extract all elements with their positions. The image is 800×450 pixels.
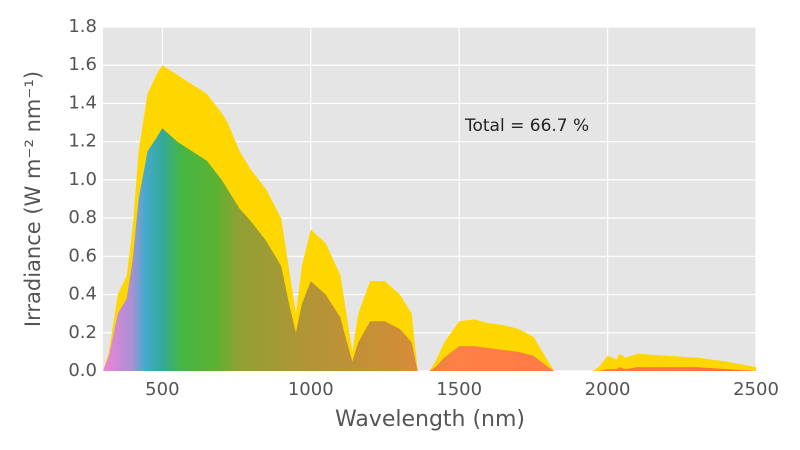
y-tick-label: 1.4 — [68, 92, 97, 113]
y-tick-label: 1.2 — [68, 131, 97, 152]
y-tick-label: 0.6 — [68, 245, 97, 266]
y-axis-label: Irradiance (W m⁻² nm⁻¹) — [21, 71, 45, 327]
y-tick-label: 0.8 — [68, 207, 97, 228]
y-tick-label: 0.0 — [68, 360, 97, 381]
y-tick-label: 0.4 — [68, 284, 97, 305]
x-axis-label: Wavelength (nm) — [335, 407, 525, 432]
x-tick-label: 1000 — [288, 379, 334, 400]
y-tick-label: 1.0 — [68, 169, 97, 190]
annotation: Total = 66.7 % — [464, 116, 589, 136]
x-tick-label: 2000 — [585, 379, 631, 400]
x-tick-label: 1500 — [436, 379, 482, 400]
x-tick-label: 2500 — [733, 379, 779, 400]
area — [103, 128, 756, 371]
x-tick-label: 500 — [145, 379, 179, 400]
y-tick-label: 1.8 — [68, 16, 97, 37]
y-tick-label: 0.2 — [68, 322, 97, 343]
y-tick-label: 1.6 — [68, 54, 97, 75]
